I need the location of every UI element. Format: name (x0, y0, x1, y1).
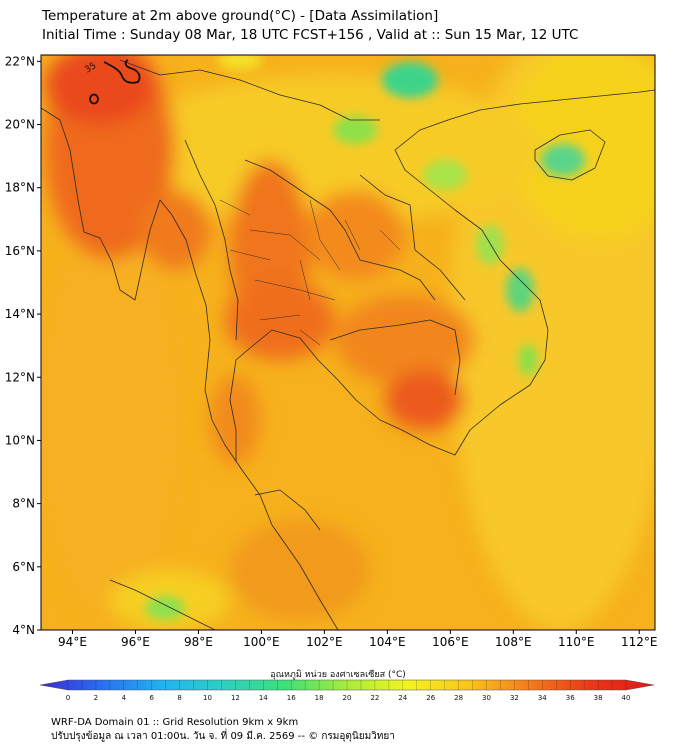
colorbar-tick-label: 2 (94, 694, 98, 702)
lon-tick-label: 96°E (121, 635, 150, 649)
footer-line-1: WRF-DA Domain 01 :: Grid Resolution 9km … (51, 717, 299, 728)
colorbar-tick-label: 36 (566, 694, 575, 702)
lat-tick-label: 18°N (5, 181, 35, 195)
colorbar-title: อุณหภูมิ หน่วย องศาเซลเซียส (°C) (270, 670, 406, 680)
lat-tick-label: 12°N (5, 370, 35, 384)
colorbar-tick-label: 10 (203, 694, 212, 702)
colorbar-tick-label: 32 (510, 694, 519, 702)
colorbar-body (39, 679, 655, 691)
coastline-west (41, 107, 339, 630)
map-frame (40, 54, 656, 631)
lat-tick-label: 16°N (5, 244, 35, 258)
lat-tick-label: 14°N (5, 307, 35, 321)
temperature-field (41, 55, 655, 630)
hainan-coast (534, 129, 606, 181)
lon-tick-label: 110°E (558, 635, 595, 649)
map-title: Temperature at 2m above ground(°C) - [Da… (42, 7, 578, 45)
colorbar-tick-label: 20 (343, 694, 352, 702)
lon-tick-label: 104°E (369, 635, 406, 649)
colorbar-tick-label: 8 (177, 694, 181, 702)
lon-tick-label: 98°E (184, 635, 213, 649)
lon-tick-label: 106°E (432, 635, 469, 649)
lat-tick-label: 10°N (5, 433, 35, 447)
border-laos-vietnam (359, 174, 466, 301)
sumatra-coast (109, 579, 216, 630)
colorbar-ticks: 0 2 4 6 8 10 12 14 16 18 20 22 24 26 28 30 32 34 36 38 40 (66, 680, 631, 702)
colorbar-tick-label: 0 (66, 694, 70, 702)
border-malaysia (254, 489, 321, 531)
colorbar-tick-label: 18 (315, 694, 324, 702)
lat-tick-label: 6°N (12, 560, 35, 574)
colorbar-tick-label: 16 (287, 694, 296, 702)
colorbar-tick-label: 38 (594, 694, 603, 702)
lat-tick-label: 22°N (5, 54, 35, 68)
longitude-ticks: 94°E 96°E 98°E 100°E 102°E 104°E 106°E 108°E 110… (58, 630, 658, 649)
lon-tick-label: 102°E (306, 635, 343, 649)
border-thailand-laos (244, 159, 436, 301)
border-myanmar-thailand (184, 139, 239, 341)
colorbar: 0 2 4 6 8 10 12 14 16 18 20 22 24 26 28 30 32 34 36 38 40 (39, 679, 655, 702)
lat-tick-label: 20°N (5, 118, 35, 132)
colorbar-tick-label: 4 (122, 694, 127, 702)
colorbar-tick-label: 22 (370, 694, 379, 702)
colorbar-tick-label: 14 (259, 694, 268, 702)
contour-line-main (103, 59, 141, 84)
province-lines (219, 199, 401, 346)
colorbar-tick-label: 12 (231, 694, 240, 702)
lon-tick-label: 100°E (243, 635, 280, 649)
boundary-lines (41, 59, 655, 630)
contour-line-ring (89, 93, 99, 105)
latitude-ticks: 22°N 20°N 18°N 16°N 14°N 12°N 10°N 8°N 6°N 4°N (5, 54, 41, 637)
lat-tick-label: 4°N (12, 623, 35, 637)
colorbar-tick-label: 24 (398, 694, 407, 702)
border-cambodia (329, 319, 461, 396)
colorbar-tick-label: 40 (622, 694, 631, 702)
lon-tick-label: 94°E (58, 635, 87, 649)
footer-line-2: ปรับปรุงข้อมูล ณ เวลา 01:00น. วัน จ. ที่… (51, 731, 395, 742)
colorbar-tick-label: 34 (538, 694, 547, 702)
title-line-1: Temperature at 2m above ground(°C) - [Da… (42, 8, 439, 24)
colorbar-tick-label: 28 (454, 694, 463, 702)
lat-tick-label: 8°N (12, 497, 35, 511)
title-line-2: Initial Time : Sunday 08 Mar, 18 UTC FCS… (42, 27, 579, 43)
colorbar-tick-label: 6 (149, 694, 154, 702)
lon-tick-label: 108°E (495, 635, 532, 649)
lon-tick-label: 112°E (621, 635, 658, 649)
coastline-gulf (229, 89, 655, 462)
colorbar-tick-label: 30 (482, 694, 491, 702)
colorbar-tick-label: 26 (426, 694, 435, 702)
border-china (119, 59, 380, 121)
footer: WRF-DA Domain 01 :: Grid Resolution 9km … (51, 716, 395, 744)
